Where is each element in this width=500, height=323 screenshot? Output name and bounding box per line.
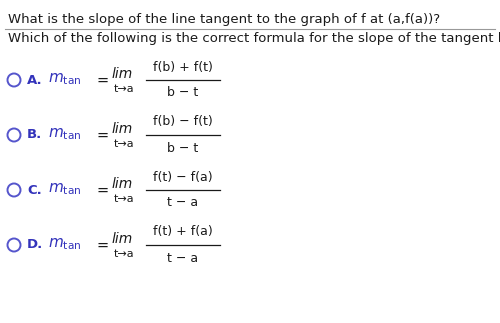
Text: f(t) − f(a): f(t) − f(a): [153, 171, 213, 183]
Text: What is the slope of the line tangent to the graph of f at (a,f(a))?: What is the slope of the line tangent to…: [8, 13, 440, 26]
Text: $\mathit{m}_{\mathrm{tan}}$: $\mathit{m}_{\mathrm{tan}}$: [48, 181, 82, 197]
Text: lim: lim: [112, 122, 133, 136]
Text: f(b) − f(t): f(b) − f(t): [153, 116, 213, 129]
Text: C.: C.: [27, 183, 42, 196]
Text: t→a: t→a: [114, 249, 134, 259]
Text: t − a: t − a: [168, 252, 198, 265]
Text: b − t: b − t: [168, 87, 198, 99]
Text: f(t) + f(a): f(t) + f(a): [153, 225, 213, 238]
Text: t→a: t→a: [114, 194, 134, 204]
Text: t − a: t − a: [168, 196, 198, 210]
Text: =: =: [96, 182, 108, 197]
Text: t→a: t→a: [114, 139, 134, 149]
Text: lim: lim: [112, 232, 133, 246]
Text: $\mathit{m}_{\mathrm{tan}}$: $\mathit{m}_{\mathrm{tan}}$: [48, 71, 82, 87]
Text: $\mathit{m}_{\mathrm{tan}}$: $\mathit{m}_{\mathrm{tan}}$: [48, 236, 82, 252]
Text: =: =: [96, 237, 108, 253]
Text: t→a: t→a: [114, 84, 134, 94]
Text: =: =: [96, 72, 108, 88]
Text: D.: D.: [27, 238, 44, 252]
Text: =: =: [96, 128, 108, 142]
Text: lim: lim: [112, 67, 133, 81]
Text: $\mathit{m}_{\mathrm{tan}}$: $\mathit{m}_{\mathrm{tan}}$: [48, 126, 82, 142]
Text: B.: B.: [27, 129, 42, 141]
Text: A.: A.: [27, 74, 42, 87]
Text: lim: lim: [112, 177, 133, 191]
Text: b − t: b − t: [168, 141, 198, 154]
Text: f(b) + f(t): f(b) + f(t): [153, 60, 213, 74]
Text: Which of the following is the correct formula for the slope of the tangent line?: Which of the following is the correct fo…: [8, 32, 500, 45]
